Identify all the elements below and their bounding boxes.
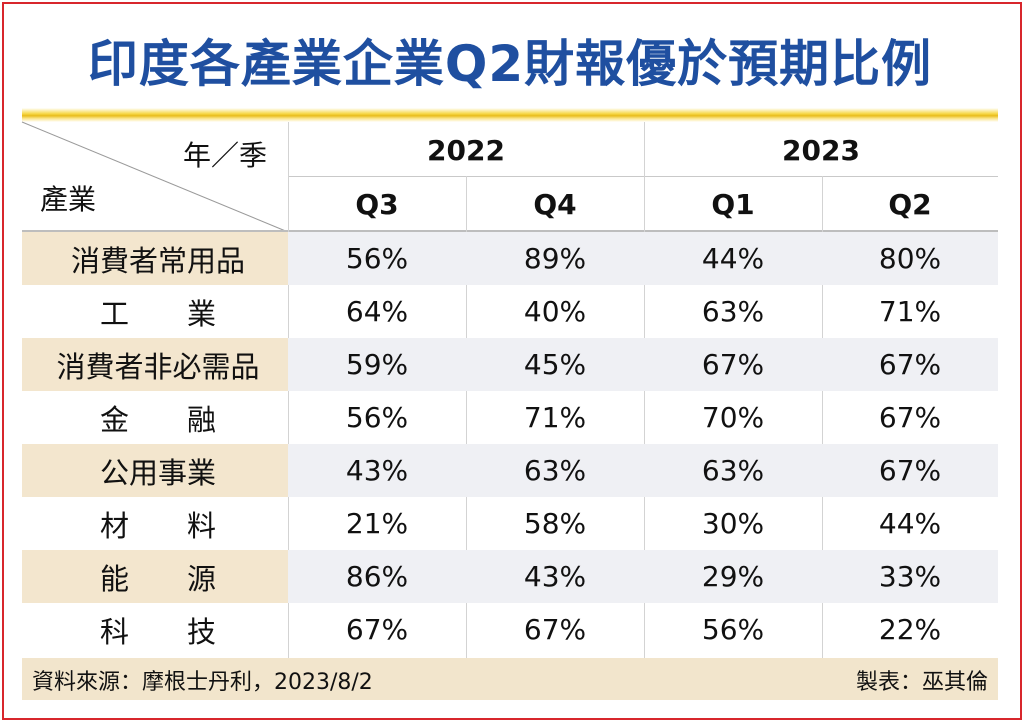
table-cell: 22% (878, 613, 942, 646)
table-cell: 67% (878, 348, 942, 381)
table-cell: 45% (523, 348, 587, 381)
industry-label: 公用事業 (99, 455, 216, 490)
table-cell: 29% (701, 560, 765, 593)
industry-stripe (22, 444, 288, 497)
quarter-header-q2: Q2 (888, 187, 932, 221)
title-underline (22, 108, 998, 122)
table-cell: 63% (701, 295, 765, 328)
table-cell: 67% (523, 613, 587, 646)
table-cell: 21% (345, 507, 409, 540)
table-cell: 33% (878, 560, 942, 593)
table-cell: 67% (345, 613, 409, 646)
col-separator (822, 176, 823, 658)
quarter-header-q1: Q1 (711, 187, 755, 221)
industry-stripe (22, 550, 288, 603)
corner-label-industry: 產業 (39, 183, 96, 216)
industry-label: 金 融 (99, 402, 216, 437)
year-divider-line (288, 176, 998, 177)
industry-label: 工 業 (99, 296, 216, 331)
industry-label: 材 料 (99, 508, 216, 543)
table-cell: 30% (701, 507, 765, 540)
author-note: 製表：巫其倫 (855, 670, 988, 695)
table-cell: 89% (523, 242, 587, 275)
table-cell: 63% (701, 454, 765, 487)
table-cell: 44% (878, 507, 942, 540)
industry-label: 消費者非必需品 (56, 349, 260, 384)
table-cell: 56% (345, 242, 409, 275)
table-cell: 43% (345, 454, 409, 487)
col-separator (466, 176, 467, 658)
industry-label: 科 技 (99, 614, 216, 649)
table-cell: 59% (345, 348, 409, 381)
table-cell: 56% (701, 613, 765, 646)
table-cell: 67% (878, 401, 942, 434)
table-cell: 80% (878, 242, 942, 275)
table-cell: 67% (878, 454, 942, 487)
industry-label: 能 源 (99, 561, 216, 596)
table-cell: 71% (523, 401, 587, 434)
table-cell: 63% (523, 454, 587, 487)
header-bottom-line (22, 230, 998, 232)
table-cell: 56% (345, 401, 409, 434)
table-cell: 64% (345, 295, 409, 328)
quarter-header-q4: Q4 (533, 187, 577, 221)
table-cell: 70% (701, 401, 765, 434)
table-cell: 44% (701, 242, 765, 275)
footer-bar (22, 658, 998, 700)
row-stripe (288, 232, 998, 285)
chart-title: 印度各產業企業Q2財報優於預期比例 (87, 35, 933, 93)
row-stripe (288, 338, 998, 391)
corner-label-period: 年／季 (182, 139, 267, 172)
table-cell: 40% (523, 295, 587, 328)
table-cell: 58% (523, 507, 587, 540)
year-header-2022: 2022 (427, 133, 505, 167)
industry-label: 消費者常用品 (70, 243, 245, 278)
industry-stripe (22, 232, 288, 285)
corner-diagonal-line (21, 121, 289, 233)
table-cell: 67% (701, 348, 765, 381)
industry-stripe (22, 338, 288, 391)
source-note: 資料來源：摩根士丹利，2023/8/2 (32, 670, 373, 695)
year-header-2023: 2023 (782, 133, 860, 167)
quarter-header-q3: Q3 (355, 187, 399, 221)
table-cell: 43% (523, 560, 587, 593)
table-cell: 71% (878, 295, 942, 328)
row-stripe (288, 444, 998, 497)
table-cell: 86% (345, 560, 409, 593)
row-stripe (288, 550, 998, 603)
